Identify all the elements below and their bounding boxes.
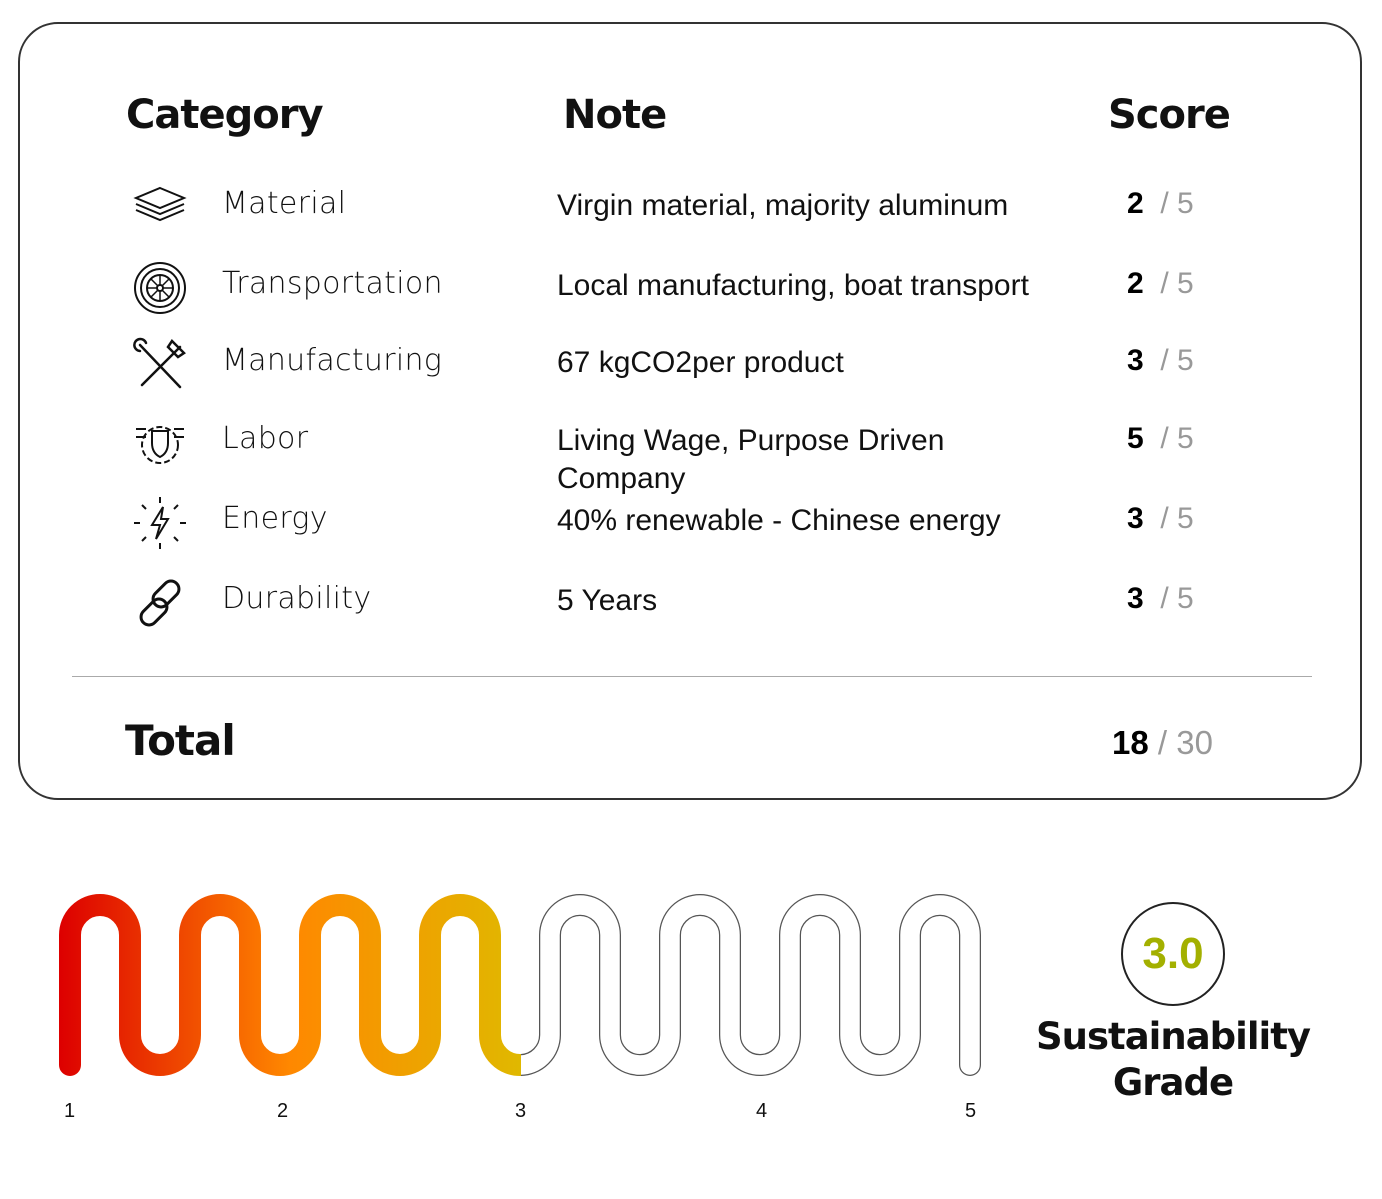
table-row: Transportation Local manufacturing, boat… (20, 262, 1360, 354)
header-score: Score (1108, 92, 1231, 138)
score-value: 2 / 5 (1127, 267, 1194, 301)
score-max: / 5 (1160, 187, 1194, 220)
score-card: Category Note Score Material Virgin mate… (18, 22, 1362, 800)
note-text: 40% renewable - Chinese energy (557, 504, 1001, 537)
grade-label: Sustainability Grade (1036, 1015, 1311, 1104)
table-row: Energy 40% renewable - Chinese energy 3 … (20, 497, 1360, 589)
total-max: / 30 (1157, 724, 1213, 761)
meter-track-outline (521, 894, 981, 1076)
meter-tick: 3 (515, 1100, 527, 1122)
score-value: 2 / 5 (1127, 187, 1194, 221)
meter-track-inner (521, 895, 980, 1075)
category-label: Transportation (222, 266, 443, 301)
total-score: 18 / 30 (1112, 724, 1213, 762)
category-label: Material (222, 186, 347, 221)
score-max: / 5 (1160, 344, 1194, 377)
total-value: 18 (1112, 724, 1149, 761)
divider (72, 676, 1312, 677)
note-text: Virgin material, majority aluminum (557, 189, 1009, 222)
tools-icon (133, 337, 186, 389)
note-text: Living Wage, Purpose Driven Company (557, 424, 945, 495)
note-text: 67 kgCO2per product (557, 346, 844, 379)
category-label: Manufacturing (222, 343, 443, 378)
category-label: Energy (222, 501, 328, 536)
tire-icon (134, 262, 186, 314)
score-max: / 5 (1160, 422, 1194, 455)
energy-bolt-icon (134, 497, 186, 549)
table-row: Durability 5 Years 3 / 5 (20, 579, 1360, 669)
total-label: Total (125, 716, 236, 765)
fist-gear-icon (136, 426, 184, 464)
note-text: 5 Years (557, 584, 658, 617)
header-note: Note (563, 92, 667, 138)
category-label: Durability (222, 581, 372, 616)
header-category: Category (126, 92, 324, 138)
score-max: / 5 (1160, 267, 1194, 300)
score: 2 (1127, 187, 1144, 220)
score-max: / 5 (1160, 582, 1194, 615)
meter-fill (59, 894, 521, 1076)
table-row: Labor Living Wage, Purpose Driven Compan… (20, 421, 1360, 509)
score: 3 (1127, 582, 1144, 615)
meter-tick: 5 (965, 1100, 977, 1122)
meter-tick: 2 (277, 1100, 289, 1122)
score-value: 3 / 5 (1127, 502, 1194, 536)
meter-tick: 1 (64, 1100, 76, 1122)
score: 3 (1127, 502, 1144, 535)
score-max: / 5 (1160, 502, 1194, 535)
meter-tick: 4 (756, 1100, 768, 1122)
table-row: Material Virgin material, majority alumi… (20, 186, 1360, 274)
score-value: 3 / 5 (1127, 582, 1194, 616)
score-value: 3 / 5 (1127, 344, 1194, 378)
score: 3 (1127, 344, 1144, 377)
table-row: Manufacturing 67 kgCO2per product 3 / 5 (20, 337, 1360, 431)
grade-badge: 3.0 (1121, 902, 1225, 1006)
score-value: 5 / 5 (1127, 422, 1194, 456)
score: 5 (1127, 422, 1144, 455)
score: 2 (1127, 267, 1144, 300)
note-text: Local manufacturing, boat transport (557, 269, 1029, 302)
chain-link-icon (139, 579, 181, 627)
layers-icon (133, 186, 187, 222)
category-label: Labor (222, 421, 309, 456)
